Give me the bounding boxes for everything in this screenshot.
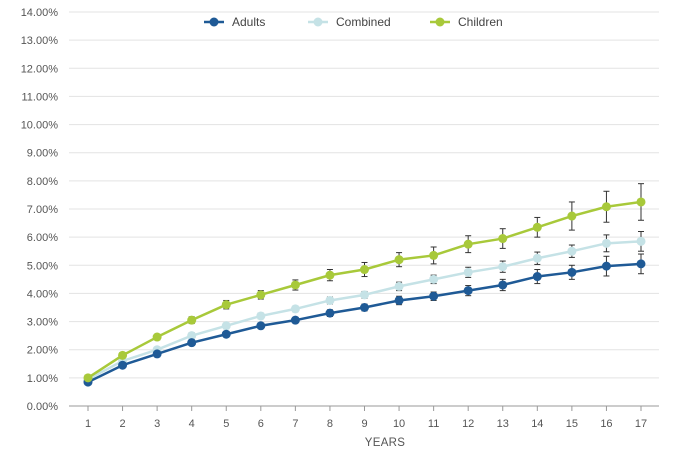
- y-tick-label: 5.00%: [27, 260, 58, 272]
- y-tick-label: 1.00%: [27, 373, 58, 385]
- data-point: [532, 222, 542, 232]
- legend-item-children: Children: [430, 15, 503, 29]
- data-point: [187, 315, 197, 325]
- y-tick-label: 11.00%: [22, 91, 59, 103]
- data-point: [187, 331, 197, 341]
- legend-marker: [209, 17, 219, 27]
- data-point: [256, 311, 266, 321]
- x-tick-label: 1: [85, 418, 91, 430]
- data-point: [360, 265, 369, 275]
- data-point: [290, 304, 300, 314]
- data-point: [567, 246, 577, 256]
- x-tick-label: 4: [189, 418, 195, 430]
- x-tick-label: 15: [566, 418, 578, 430]
- y-tick-label: 10.00%: [21, 120, 59, 132]
- y-tick-label: 7.00%: [27, 204, 58, 216]
- data-point: [360, 303, 369, 312]
- data-point: [256, 321, 266, 331]
- data-point: [429, 291, 439, 301]
- data-point: [394, 295, 404, 305]
- x-tick-label: 11: [428, 418, 439, 430]
- legend-label: Adults: [232, 15, 265, 29]
- data-point: [567, 267, 577, 277]
- x-tick-label: 12: [462, 418, 474, 430]
- data-point: [290, 280, 300, 290]
- y-tick-label: 9.00%: [27, 148, 58, 160]
- y-tick-label: 13.00%: [21, 35, 59, 47]
- series-line: [87, 200, 642, 379]
- data-point: [636, 259, 646, 269]
- data-point: [325, 308, 335, 318]
- x-tick-label: 6: [258, 418, 264, 430]
- y-tick-label: 8.00%: [27, 176, 58, 188]
- data-point: [325, 295, 335, 305]
- y-tick-label: 14.00%: [21, 7, 59, 19]
- x-tick-label: 5: [223, 418, 229, 430]
- data-point: [118, 350, 128, 360]
- data-point: [394, 255, 404, 265]
- data-point: [429, 274, 439, 284]
- y-tick-label: 12.00%: [21, 63, 59, 75]
- data-point: [429, 250, 439, 260]
- data-point: [256, 290, 266, 300]
- y-tick-label: 4.00%: [27, 288, 58, 300]
- data-point: [394, 281, 404, 291]
- data-point: [290, 315, 300, 325]
- data-point: [498, 234, 508, 244]
- y-tick-label: 6.00%: [27, 232, 58, 244]
- data-point: [532, 253, 542, 263]
- data-point: [601, 261, 611, 271]
- series-line: [87, 262, 642, 384]
- legend-label: Combined: [336, 15, 391, 29]
- x-tick-label: 3: [154, 418, 160, 430]
- data-point: [636, 236, 646, 246]
- x-tick-label: 17: [635, 418, 647, 430]
- series-children: [83, 183, 646, 383]
- y-tick-label: 2.00%: [27, 345, 58, 357]
- x-tick-label: 7: [292, 418, 298, 430]
- legend-marker: [313, 17, 323, 27]
- data-point: [325, 270, 335, 280]
- y-tick-label: 0.00%: [27, 401, 58, 413]
- data-point: [463, 286, 473, 296]
- x-tick-label: 8: [327, 418, 333, 430]
- data-point: [463, 267, 473, 277]
- data-point: [636, 197, 646, 207]
- legend-item-combined: Combined: [308, 15, 391, 29]
- data-point: [152, 349, 162, 359]
- data-point: [601, 238, 611, 248]
- data-point: [498, 280, 508, 290]
- y-axis: 0.00% 1.00% 2.00% 3.00% 4.00% 5.00% 6.00% 7.00%…: [21, 7, 59, 413]
- data-point: [463, 239, 473, 249]
- y-tick-label: 3.00%: [27, 317, 58, 329]
- data-point: [118, 360, 128, 370]
- x-tick-label: 14: [531, 418, 543, 430]
- x-tick-label: 9: [361, 418, 367, 430]
- legend-marker: [435, 17, 445, 27]
- series-layer: [83, 183, 646, 387]
- data-point: [221, 300, 231, 310]
- x-axis: 1 2 3 4 5 6 7 8 9 10 11 12 13 14 15 16 17: [85, 406, 647, 430]
- data-point: [601, 202, 611, 212]
- legend: Adults Combined Children: [204, 15, 503, 29]
- data-point: [498, 262, 508, 272]
- x-tick-label: 13: [497, 418, 509, 430]
- data-point: [83, 373, 93, 383]
- x-tick-label: 16: [600, 418, 612, 430]
- x-axis-title: YEARS: [365, 437, 406, 449]
- legend-item-adults: Adults: [204, 15, 265, 29]
- data-point: [567, 211, 577, 221]
- data-point: [152, 332, 162, 342]
- legend-label: Children: [458, 15, 503, 29]
- data-point: [221, 321, 231, 331]
- data-point: [532, 272, 542, 282]
- data-point: [187, 338, 197, 348]
- data-point: [221, 329, 231, 339]
- x-tick-label: 10: [393, 418, 405, 430]
- series-adults: [83, 253, 646, 387]
- data-point: [360, 290, 369, 300]
- x-tick-label: 2: [120, 418, 126, 430]
